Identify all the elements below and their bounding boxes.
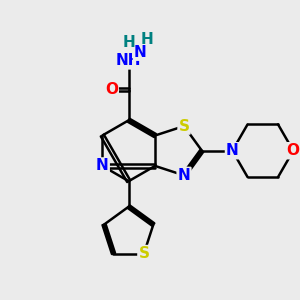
Text: O: O xyxy=(105,82,118,97)
Text: N: N xyxy=(226,143,239,158)
Text: S: S xyxy=(138,246,149,261)
Text: S: S xyxy=(178,118,190,134)
Text: N: N xyxy=(96,158,109,173)
Text: O: O xyxy=(287,143,300,158)
Text: H: H xyxy=(140,32,153,47)
Text: N: N xyxy=(178,168,190,183)
Text: N: N xyxy=(134,45,147,60)
Text: H: H xyxy=(123,35,136,50)
Text: NH: NH xyxy=(116,53,141,68)
